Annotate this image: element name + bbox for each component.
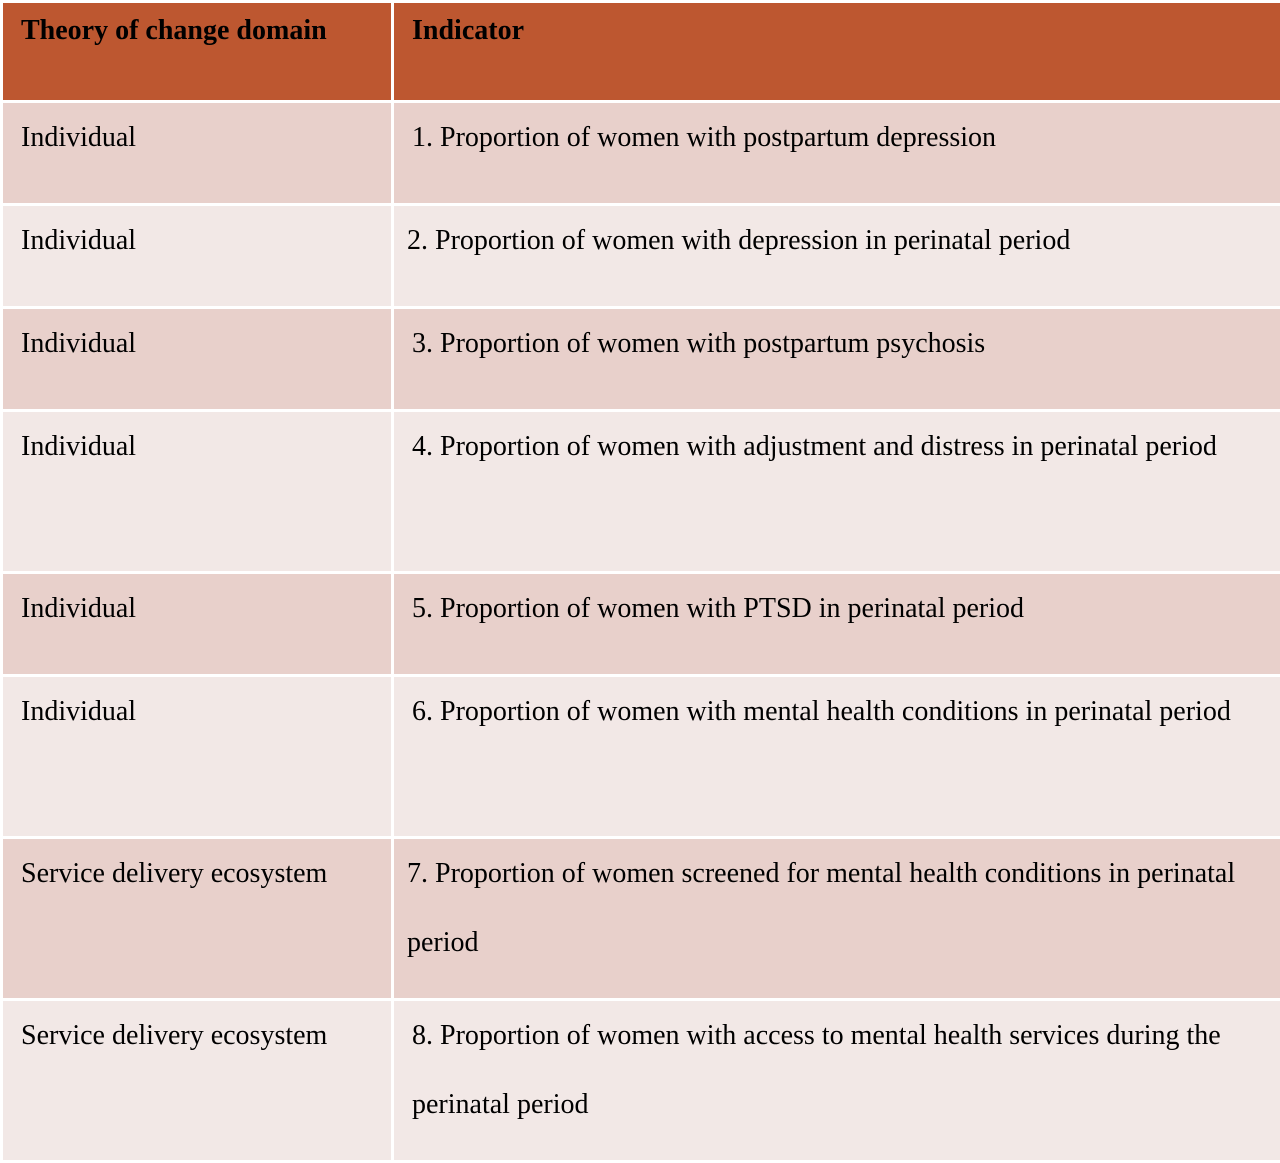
domain-cell: Individual <box>0 203 394 309</box>
indicator-cell: 7. Proportion of women screened for ment… <box>391 836 1280 1001</box>
indicator-cell: 6. Proportion of women with mental healt… <box>391 674 1280 839</box>
indicator-cell: 1. Proportion of women with postpartum d… <box>391 100 1280 206</box>
domain-cell: Individual <box>0 100 394 206</box>
domain-cell: Individual <box>0 674 394 839</box>
header-indicator: Indicator <box>391 0 1280 103</box>
table-row: Individual 5. Proportion of women with P… <box>0 571 1280 677</box>
table-row: Service delivery ecosystem 7. Proportion… <box>0 836 1280 1001</box>
header-domain: Theory of change domain <box>0 0 394 103</box>
indicator-cell: 2. Proportion of women with depression i… <box>391 203 1280 309</box>
indicator-cell: 5. Proportion of women with PTSD in peri… <box>391 571 1280 677</box>
table-row: Individual 3. Proportion of women with p… <box>0 306 1280 412</box>
indicator-cell: 8. Proportion of women with access to me… <box>391 998 1280 1163</box>
table-row: Individual 4. Proportion of women with a… <box>0 409 1280 574</box>
table-row: Individual 6. Proportion of women with m… <box>0 674 1280 839</box>
domain-cell: Service delivery ecosystem <box>0 836 394 1001</box>
table-row: Service delivery ecosystem 8. Proportion… <box>0 998 1280 1163</box>
domain-cell: Individual <box>0 306 394 412</box>
domain-cell: Service delivery ecosystem <box>0 998 394 1163</box>
table-row: Individual 1. Proportion of women with p… <box>0 100 1280 206</box>
table-row: Individual 2. Proportion of women with d… <box>0 203 1280 309</box>
indicator-cell: 4. Proportion of women with adjustment a… <box>391 409 1280 574</box>
header-row: Theory of change domain Indicator <box>0 0 1280 103</box>
indicator-cell: 3. Proportion of women with postpartum p… <box>391 306 1280 412</box>
domain-cell: Individual <box>0 571 394 677</box>
domain-cell: Individual <box>0 409 394 574</box>
